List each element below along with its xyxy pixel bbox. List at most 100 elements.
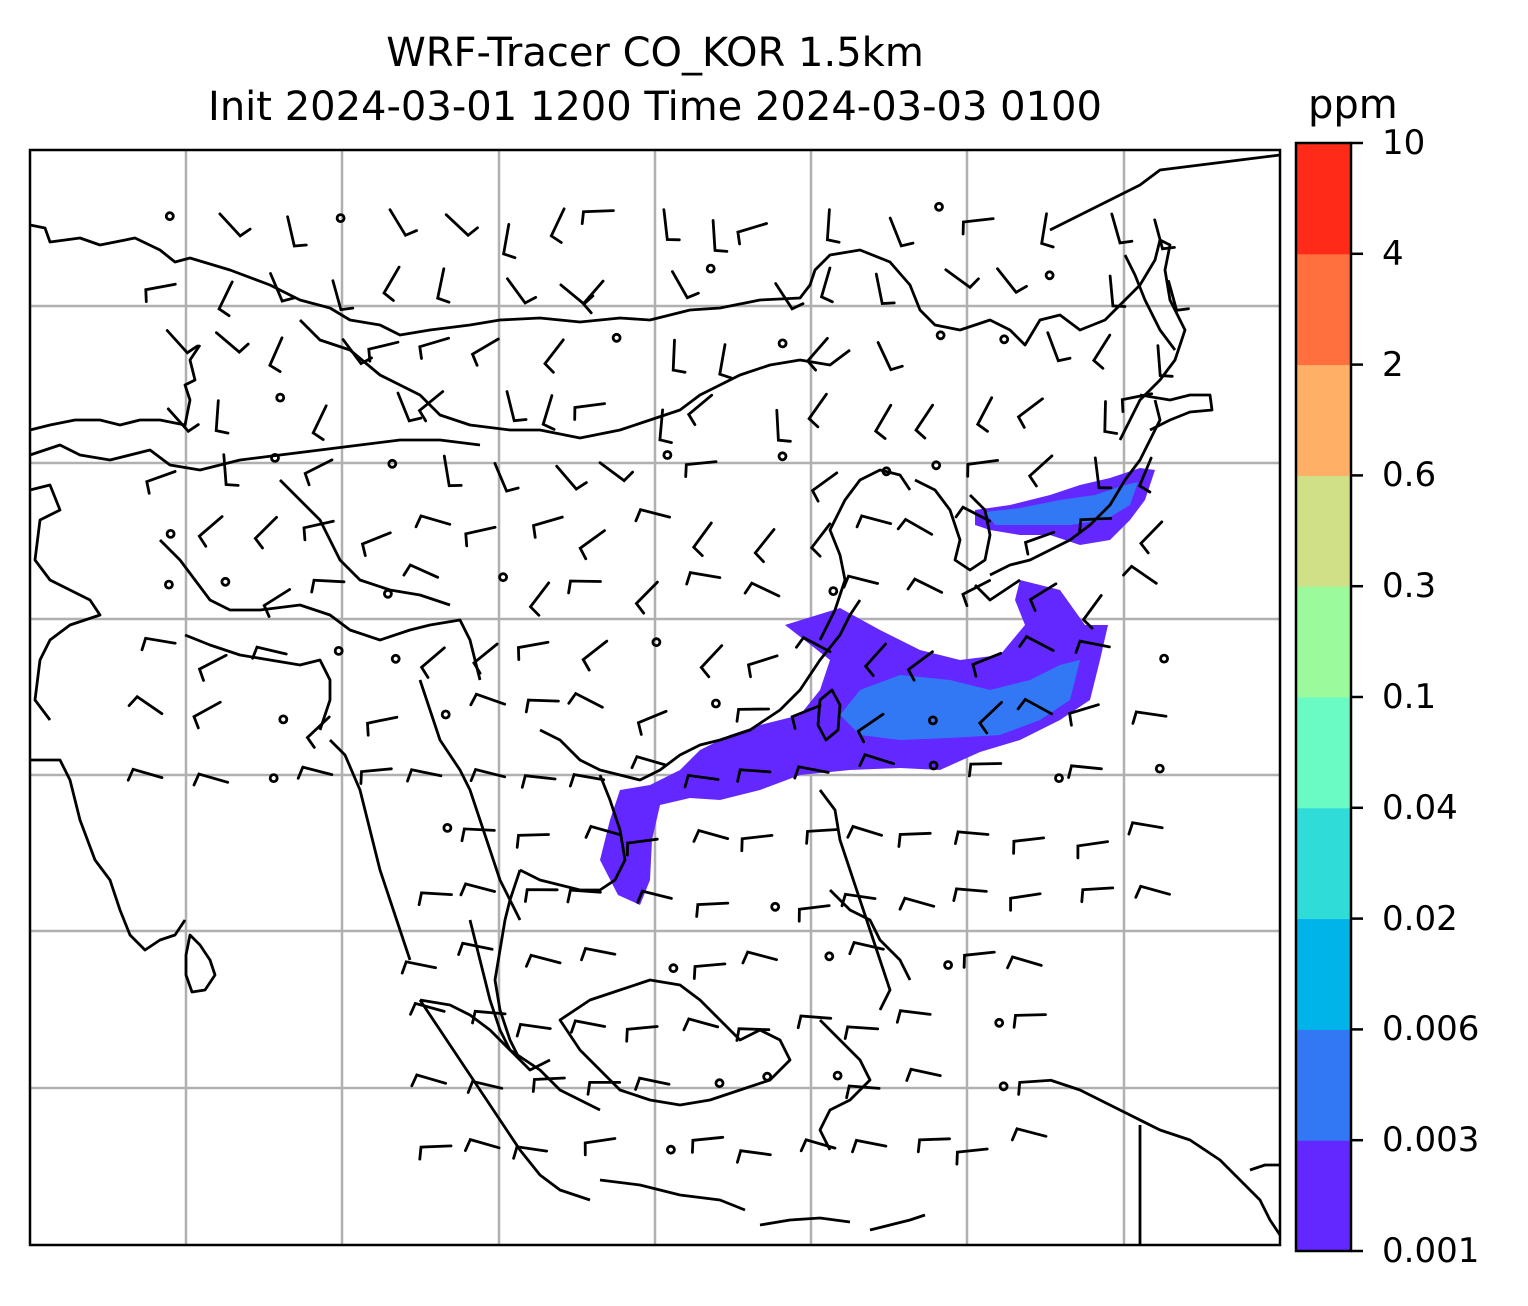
- border-central-asia: [29, 438, 481, 472]
- calm-wind-marker: [651, 637, 662, 648]
- wind-barb: [531, 1076, 566, 1093]
- calm-wind-marker: [390, 653, 401, 664]
- wind-barb: [1012, 1013, 1047, 1029]
- coastline-thailand-gulf: [493, 869, 522, 1061]
- wind-barb: [1139, 520, 1164, 555]
- calm-wind-marker: [440, 709, 451, 720]
- colorbar-tick-label: 0.1: [1382, 677, 1437, 717]
- wind-barb: [296, 765, 334, 780]
- calm-wind-marker: [1159, 653, 1169, 664]
- calm-wind-marker: [934, 201, 944, 212]
- wind-barb: [682, 1017, 720, 1032]
- wind-barb: [753, 528, 776, 564]
- wind-barb: [253, 515, 278, 550]
- colorbar-tick-label: 0.6: [1382, 455, 1437, 496]
- calm-wind-marker: [387, 458, 398, 469]
- colorbar-segment: [1296, 475, 1351, 587]
- wind-barb: [417, 891, 453, 906]
- coastline-kazakh: [29, 344, 202, 432]
- wind-barb: [460, 827, 496, 843]
- calm-wind-marker: [928, 715, 938, 726]
- wind-barb: [795, 635, 832, 654]
- wind-barb: [807, 392, 828, 429]
- wind-barb: [896, 517, 934, 536]
- wind-barb: [524, 888, 559, 903]
- colorbar-tick-label: 10: [1382, 123, 1426, 163]
- wind-barb: [145, 470, 177, 495]
- wind-barb: [515, 1022, 552, 1038]
- calm-wind-marker: [335, 213, 346, 224]
- wind-barb: [876, 341, 904, 372]
- wind-barb: [843, 1025, 880, 1040]
- calm-wind-marker: [943, 960, 953, 970]
- colorbar-ticks: [1351, 141, 1363, 1253]
- calm-wind-marker: [333, 646, 344, 656]
- calm-wind-marker: [1154, 763, 1165, 774]
- coastline-vietnam: [519, 774, 627, 892]
- wind-barb: [626, 837, 659, 857]
- calm-wind-marker: [777, 338, 788, 349]
- wind-barb: [410, 1073, 447, 1088]
- wind-barb: [856, 712, 885, 744]
- coastline-malay-peninsula: [468, 919, 551, 1072]
- wind-barb: [1017, 1079, 1051, 1096]
- wind-barb: [954, 505, 991, 523]
- calm-wind-marker: [881, 466, 892, 477]
- wind-barb: [140, 636, 177, 652]
- calm-wind-marker: [999, 334, 1010, 345]
- wind-barb: [1016, 397, 1044, 429]
- wind-barb: [464, 1137, 501, 1152]
- coastline-russia-2: [1123, 254, 1177, 351]
- wind-barb: [718, 343, 733, 380]
- wind-barb: [684, 460, 718, 478]
- colorbar-segment: [1296, 253, 1351, 366]
- wind-barb: [388, 208, 418, 238]
- coastline-japan: [989, 399, 1162, 577]
- wind-barb: [406, 768, 443, 783]
- wind-barb: [262, 588, 291, 618]
- wind-barb: [469, 692, 507, 707]
- calm-wind-marker: [662, 450, 673, 460]
- map-frame: [28, 148, 1282, 1247]
- wind-barb: [567, 691, 604, 709]
- border-mongolia: [299, 319, 851, 440]
- calm-wind-marker: [498, 572, 509, 583]
- calm-wind-marker: [442, 823, 453, 833]
- coastline-korea: [914, 478, 992, 572]
- calm-wind-marker: [998, 1081, 1009, 1092]
- border-himalaya: [159, 539, 482, 681]
- coastline-flores: [869, 1213, 926, 1232]
- colorbar-tick-label: 0.001: [1382, 1231, 1480, 1271]
- coastline-java: [599, 1178, 746, 1212]
- wind-barb: [809, 522, 832, 558]
- wind-barb: [360, 531, 392, 557]
- coastline-taiwan: [816, 688, 842, 742]
- wind-barb: [502, 223, 517, 260]
- wind-barb: [1046, 331, 1072, 363]
- wind-barb: [302, 519, 335, 542]
- wind-barb: [1076, 840, 1109, 860]
- wind-barb: [581, 279, 605, 315]
- coastline-japan-2: [974, 578, 1021, 602]
- wind-barb: [382, 265, 401, 302]
- wind-barb: [222, 453, 240, 487]
- wind-barb: [1093, 456, 1113, 490]
- colorbar-segment: [1296, 697, 1351, 809]
- wind-barb: [819, 266, 834, 304]
- colorbar-tick-label: 0.02: [1382, 898, 1458, 939]
- wind-barb: [683, 773, 720, 789]
- wind-barb: [409, 1001, 446, 1016]
- wind-barb: [580, 209, 615, 225]
- calm-wind-marker: [666, 1144, 676, 1155]
- wind-barb: [858, 752, 895, 767]
- wind-barb: [268, 336, 284, 373]
- calm-wind-marker: [275, 392, 286, 403]
- calm-wind-marker: [935, 330, 946, 341]
- colorbar-unit-label: ppm: [1308, 82, 1398, 128]
- wind-barb: [658, 408, 673, 444]
- colorbar-tick-label: 0.003: [1382, 1120, 1480, 1161]
- wind-barb: [1127, 821, 1164, 836]
- coastline-myanmar: [329, 739, 412, 961]
- calm-wind-marker: [668, 963, 679, 974]
